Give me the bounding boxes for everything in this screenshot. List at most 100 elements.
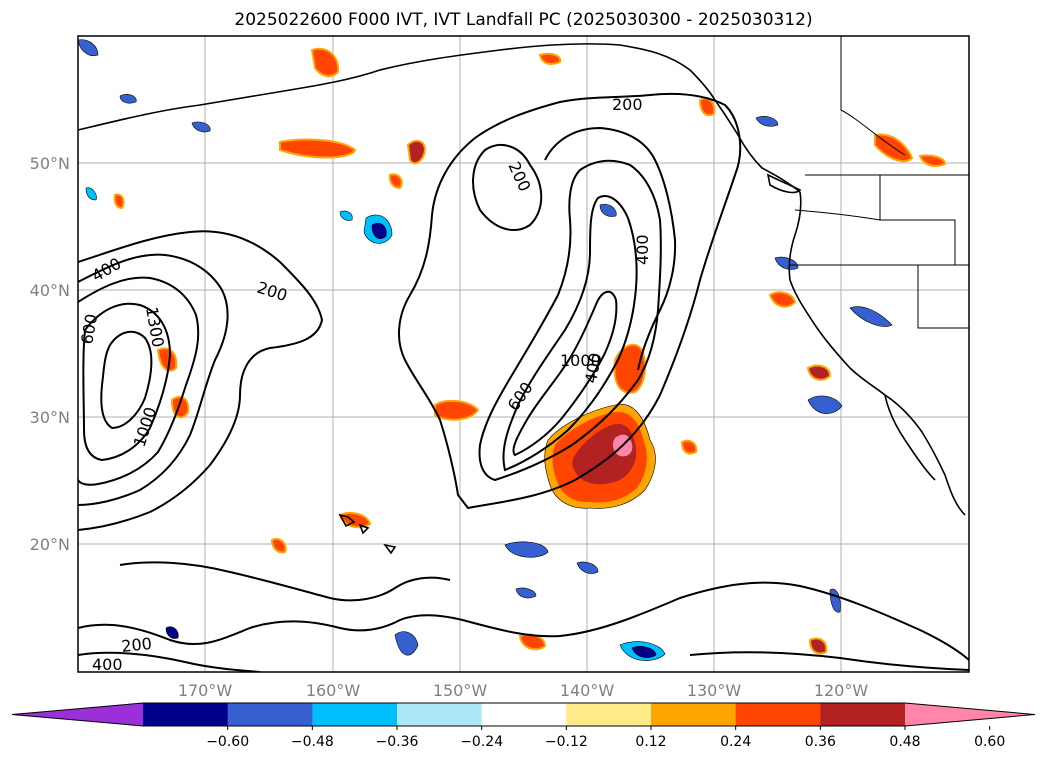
pc-warm-patch: [538, 52, 562, 65]
lat-label-20n: 20°N: [30, 535, 70, 554]
colorbar-tick-label: −0.12: [545, 734, 588, 750]
pc-warm-patch: [434, 399, 480, 421]
colorbar-segment: [227, 703, 313, 726]
lon-label-170w: 170°W: [178, 681, 233, 700]
pc-cool-patch: [807, 395, 843, 414]
alaska-coastline: [78, 43, 716, 131]
colorbar-segment: [143, 703, 229, 726]
pc-warm-patch: [806, 364, 832, 381]
map-title: 2025022600 F000 IVT, IVT Landfall PC (20…: [234, 10, 813, 30]
colorbar-tick-label: −0.48: [291, 734, 334, 750]
pc-warm-patch: [113, 193, 125, 210]
colorbar-segment: [735, 703, 821, 726]
pc-warm-patch: [406, 139, 427, 165]
lat-label-40n: 40°N: [30, 281, 70, 300]
pc-negative-patches: [78, 39, 893, 661]
colorbar-tick-label: 0.60: [974, 734, 1005, 750]
colorbar-tick-label: −0.24: [460, 734, 503, 750]
pc-cool-patch: [515, 587, 537, 599]
state-border-nv: [917, 265, 969, 329]
pc-cool-patch: [631, 646, 657, 658]
pc-cool-patch: [78, 39, 99, 57]
colorbar-tick-label: 0.36: [805, 734, 836, 750]
state-border-id: [879, 175, 956, 265]
lat-label-50n: 50°N: [30, 154, 70, 173]
coastlines: [78, 43, 966, 555]
pc-warm-patch: [279, 138, 357, 159]
pc-warm-patch: [680, 439, 698, 455]
pc-cool-patch: [165, 626, 179, 639]
vancouver-island: [766, 173, 802, 194]
pc-cool-patch: [849, 306, 893, 327]
contour-label: 400: [92, 655, 123, 674]
ivt-contour-1000-west: [82, 302, 172, 462]
colorbar-outline: [11, 702, 1036, 727]
pc-cool-patch: [394, 631, 419, 656]
colorbar-extend-high: [905, 703, 1035, 726]
pc-cool-patch: [191, 121, 211, 133]
colorbar-segment: [397, 703, 483, 726]
pc-cool-patch: [504, 541, 549, 558]
ivt-contour-400-south: [78, 651, 261, 672]
pc-warm-patch: [310, 47, 340, 78]
lon-label-130w: 130°W: [687, 681, 742, 700]
colorbar-tick-label: −0.36: [376, 734, 419, 750]
colorbar-segment: [312, 703, 398, 726]
pc-cool-patch: [755, 116, 779, 127]
ivt-contour-200-west: [78, 230, 324, 531]
hawaii-islands: [338, 513, 397, 555]
contour-label: 200: [612, 95, 643, 114]
lon-label-120w: 120°W: [814, 681, 869, 700]
pc-positive-patches: [113, 47, 947, 655]
colorbar-segment: [481, 703, 567, 726]
ivt-contour-200-north: [472, 144, 543, 231]
map-frame: [77, 35, 970, 673]
contour-label: 200: [120, 634, 152, 656]
ivt-contour-200-east: [398, 92, 742, 510]
ivt-contour-400-west: [78, 253, 229, 506]
pc-cool-patch: [339, 210, 353, 221]
lon-label-140w: 140°W: [560, 681, 615, 700]
contour-labels: 200 200 200 400 200 400 600 1000 1000 60…: [77, 95, 652, 674]
alaska-yukon-border: [840, 36, 906, 156]
ivt-contour-1300-west: [100, 330, 153, 430]
pc-cool-patch: [774, 256, 799, 270]
ivt-contour-600-west: [78, 276, 200, 486]
contour-label: 1000: [560, 351, 601, 370]
ivt-contour-400: [478, 159, 662, 482]
colorbar-tick-label: 0.24: [720, 734, 751, 750]
contour-label: 400: [633, 234, 652, 265]
colorbar-tick-label: 0.48: [889, 734, 920, 750]
pc-patch-north: [613, 343, 647, 394]
baja-peninsula: [884, 394, 936, 481]
pc-positive-main-patch: [544, 343, 656, 509]
colorbar-tick-label: 0.12: [635, 734, 666, 750]
pc-cool-patch: [599, 203, 617, 217]
pc-warm-patch: [270, 538, 287, 554]
colorbar: −0.60 −0.48 −0.36 −0.24 −0.12 0.12 0.24 0.36 0.4…: [11, 702, 1036, 750]
colorbar-segment: [820, 703, 906, 726]
ivt-contour-200-south-lobe: [119, 561, 451, 602]
pc-cool-patch: [85, 187, 97, 201]
ivt-contour-200-southeast: [689, 651, 969, 671]
ivt-contours: [78, 92, 969, 672]
pc-warm-patch: [768, 291, 797, 308]
lon-label-160w: 160°W: [306, 681, 361, 700]
pc-cool-patch: [576, 561, 599, 574]
colorbar-extend-low: [12, 703, 143, 726]
political-boundaries: [790, 36, 969, 329]
pc-warm-patch: [156, 347, 178, 372]
pc-cool-patch: [119, 94, 137, 104]
us-west-coastline: [788, 191, 966, 516]
pc-cool-patch: [371, 222, 387, 239]
colorbar-segment: [651, 703, 737, 726]
colorbar-tick-label: −0.60: [206, 734, 249, 750]
ivt-contour-600: [502, 195, 638, 472]
state-border-or-wa: [794, 209, 881, 221]
pc-warm-patch: [808, 637, 828, 655]
colorbar-segment: [566, 703, 652, 726]
pc-warm-patch: [388, 173, 403, 190]
lat-label-30n: 30°N: [30, 408, 70, 427]
ivt-contour-200-south: [78, 581, 969, 661]
